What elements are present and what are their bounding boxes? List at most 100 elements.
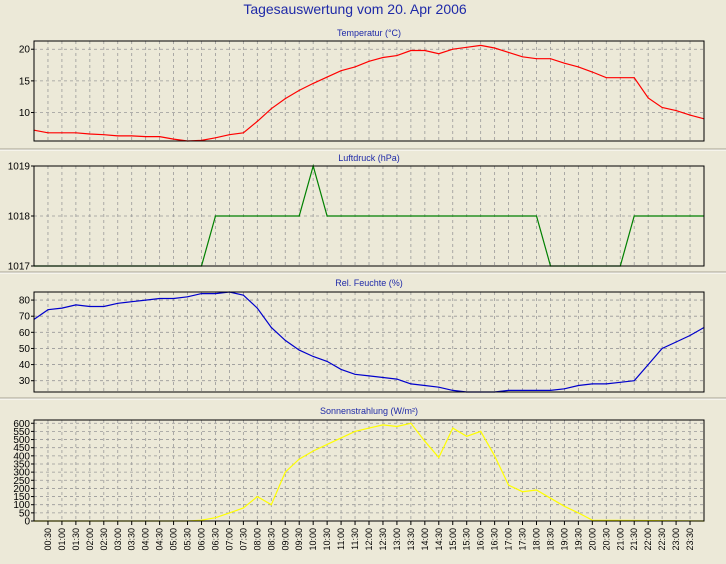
panel-title: Rel. Feuchte (%) <box>335 278 403 288</box>
data-point <box>382 376 384 379</box>
x-tick-label: 06:30 <box>210 528 220 551</box>
y-tick-label: 300 <box>13 468 30 479</box>
x-tick-label: 23:30 <box>685 528 695 551</box>
data-point <box>117 135 119 137</box>
y-tick-label: 30 <box>19 376 31 387</box>
data-point <box>521 389 524 391</box>
data-point <box>633 380 635 382</box>
x-tick-label: 14:30 <box>434 528 444 551</box>
x-tick-label: 17:30 <box>518 528 528 551</box>
y-tick-label: 50 <box>19 344 31 355</box>
data-point <box>563 62 566 64</box>
data-point <box>424 384 426 387</box>
data-point <box>228 215 230 217</box>
data-point <box>214 293 217 295</box>
data-point <box>340 70 342 72</box>
x-tick-label: 18:30 <box>545 528 555 551</box>
series-line <box>34 422 705 522</box>
data-point <box>508 389 510 391</box>
data-point <box>354 66 356 68</box>
data-point <box>145 136 147 138</box>
data-point <box>535 489 538 491</box>
data-point <box>549 58 552 60</box>
data-point <box>382 424 384 426</box>
x-tick-label: 15:30 <box>462 528 472 551</box>
x-tick-label: 04:30 <box>155 528 165 551</box>
y-tick-label: 200 <box>13 484 30 495</box>
data-point <box>270 326 272 329</box>
data-point <box>647 97 649 99</box>
data-point <box>577 384 580 387</box>
data-point <box>633 215 635 217</box>
y-tick-label: 250 <box>13 476 30 487</box>
y-tick-label: 40 <box>19 360 31 371</box>
x-tick-label: 22:00 <box>643 528 653 551</box>
x-tick-label: 20:30 <box>601 528 611 551</box>
x-tick-label: 03:30 <box>127 528 137 551</box>
data-point <box>591 383 593 385</box>
data-point <box>298 458 300 460</box>
data-point <box>577 66 580 68</box>
data-point <box>75 304 77 306</box>
data-point <box>256 120 258 122</box>
data-point <box>75 132 77 134</box>
data-point <box>549 389 552 391</box>
data-point <box>661 347 663 350</box>
data-point <box>675 341 677 343</box>
data-point <box>424 49 426 52</box>
data-point <box>410 383 412 385</box>
x-tick-label: 21:00 <box>615 528 625 551</box>
data-point <box>438 53 440 55</box>
data-point <box>326 443 328 445</box>
y-tick-label: 350 <box>13 459 30 470</box>
y-tick-label: 500 <box>13 435 30 446</box>
data-point <box>61 132 63 134</box>
data-point <box>340 437 342 439</box>
y-tick-label: 450 <box>13 443 30 454</box>
panel-1: 10 15 20 Temperatur (°C) <box>0 28 726 151</box>
data-point <box>563 388 566 390</box>
data-point <box>508 484 510 486</box>
x-tick-label: 14:00 <box>420 528 430 551</box>
data-point <box>466 46 468 48</box>
data-point <box>131 301 133 303</box>
y-tick-label: 70 <box>19 312 31 323</box>
data-point <box>256 215 258 217</box>
y-tick-label: 10 <box>19 108 31 119</box>
data-point <box>47 309 49 311</box>
data-point <box>396 55 398 57</box>
data-point <box>410 49 412 52</box>
data-point <box>382 56 384 59</box>
data-point <box>675 110 677 112</box>
panel-title: Luftdruck (hPa) <box>338 153 400 163</box>
x-tick-label: 10:30 <box>322 528 332 551</box>
x-tick-label: 05:00 <box>169 528 179 551</box>
x-tick-label: 09:00 <box>280 528 290 551</box>
y-tick-label: 600 <box>13 419 30 430</box>
x-tick-label: 08:30 <box>266 528 276 551</box>
data-point <box>368 60 370 62</box>
data-point <box>284 98 286 100</box>
data-point <box>214 215 217 217</box>
plot-frame <box>33 291 705 393</box>
x-tick-label: 06:00 <box>197 528 207 551</box>
data-point <box>173 138 175 140</box>
x-tick-label: 16:30 <box>490 528 500 551</box>
x-tick-label: 07:30 <box>238 528 248 551</box>
data-point <box>340 368 342 370</box>
data-point <box>354 430 356 432</box>
data-point <box>103 305 105 308</box>
x-tick-label: 02:00 <box>85 528 95 551</box>
x-tick-label: 04:00 <box>141 528 151 551</box>
data-point <box>242 215 244 217</box>
data-point <box>270 108 272 110</box>
page-title: Tagesauswertung vom 20. Apr 2006 <box>243 1 467 17</box>
data-point <box>480 44 482 47</box>
x-tick-label: 19:00 <box>559 528 569 551</box>
data-point <box>200 293 203 295</box>
plot-frame <box>33 165 705 267</box>
data-point <box>214 517 217 519</box>
data-point <box>494 455 496 457</box>
y-tick-label: 400 <box>13 451 30 462</box>
